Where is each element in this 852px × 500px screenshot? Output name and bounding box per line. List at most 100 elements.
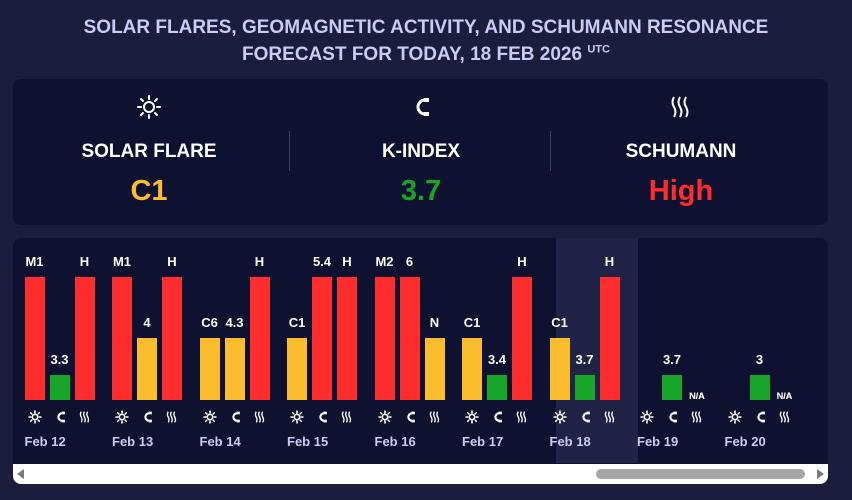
- waves-icon: [603, 410, 617, 429]
- chart-scroll-area: H M1 3.3 H Feb 12 M1 4 H Feb 13 C6 4.3 H Feb 14 C1 5.4…: [13, 238, 828, 484]
- waves-icon: [515, 410, 529, 429]
- sun-icon: [115, 410, 129, 429]
- day-label[interactable]: Feb 13: [112, 434, 154, 449]
- bar-value-label: 3: [755, 352, 764, 367]
- bar-value-label: N/A: [689, 391, 705, 401]
- bar-value-label: H: [79, 254, 90, 269]
- day-label[interactable]: Feb 18: [549, 434, 591, 449]
- waves-icon: [545, 94, 817, 122]
- title-line-2: FORECAST FOR TODAY, 18 FEB 2026 UTC: [0, 41, 852, 68]
- day-label[interactable]: Feb 14: [199, 434, 241, 449]
- summary-k-index: K-INDEX 3.7: [285, 79, 557, 225]
- chart-bar: [24, 277, 45, 400]
- waves-icon: [690, 410, 704, 429]
- bar-value-label: N/A: [689, 391, 705, 401]
- bar-value-label: H: [167, 254, 177, 269]
- day-label[interactable]: Feb 15: [287, 434, 329, 449]
- magnet-icon: [578, 410, 592, 429]
- chart-bar: [74, 277, 95, 400]
- sun-icon: [727, 410, 742, 429]
- schumann-value: High: [648, 175, 714, 207]
- chart-bar: [249, 277, 270, 400]
- schumann-label: SCHUMANN: [625, 141, 737, 162]
- bar-value-label: M1: [25, 254, 44, 269]
- horizontal-scrollbar[interactable]: [13, 464, 828, 484]
- sun-icon: [377, 410, 392, 429]
- magnet-icon: [490, 410, 504, 429]
- waves-icon: [165, 410, 179, 429]
- solar-flare-value: C1: [130, 175, 168, 207]
- bar-value-label: 3.3: [50, 352, 69, 367]
- bar-value-label: 3.7: [662, 352, 682, 367]
- solar-flare-label: SOLAR FLARE: [81, 141, 217, 162]
- bar-value-label: 5.4: [312, 254, 332, 269]
- sun-icon: [13, 94, 285, 122]
- bar-value-label: H: [254, 254, 265, 269]
- chart-bar: [549, 338, 570, 400]
- chart-bar: [49, 375, 70, 400]
- chart-bar: [337, 277, 357, 400]
- sun-icon: [552, 410, 567, 429]
- chart-bar: [137, 338, 157, 400]
- waves-icon: [428, 410, 442, 429]
- magnet-icon: [228, 410, 242, 429]
- chart-bar: [199, 338, 220, 400]
- summary-solar-flare: SOLAR FLARE C1: [13, 79, 285, 225]
- chart-bar: [312, 277, 332, 400]
- forecast-chart[interactable]: H M1 3.3 H Feb 12 M1 4 H Feb 13 C6 4.3 H Feb 14 C1 5.4…: [13, 238, 828, 484]
- day-label[interactable]: Feb 12: [24, 434, 66, 449]
- title-date: FORECAST FOR TODAY, 18 FEB 2026: [242, 44, 583, 65]
- sun-icon: [27, 410, 42, 429]
- chart-bar: [749, 375, 770, 400]
- magnet-icon: [53, 410, 67, 429]
- title-timezone: UTC: [587, 43, 610, 56]
- bar-value-label: M2: [375, 254, 394, 269]
- scrollbar-thumb[interactable]: [596, 469, 805, 479]
- bar-value-label: 6: [405, 254, 414, 269]
- bar-value-label: H: [13, 254, 15, 269]
- summary-divider: [550, 131, 551, 171]
- bar-value-label: 3.7: [575, 352, 594, 367]
- waves-icon: [340, 410, 354, 429]
- scroll-left-arrow-icon[interactable]: [17, 469, 24, 479]
- title-line-1: SOLAR FLARES, GEOMAGNETIC ACTIVITY, AND …: [83, 17, 769, 38]
- magnet-icon: [665, 410, 679, 429]
- summary-divider: [289, 131, 290, 171]
- chart-bar: [662, 375, 682, 400]
- bar-value-label: C1: [551, 315, 568, 330]
- chart-bar: [399, 277, 420, 400]
- selected-day-highlight: [556, 238, 638, 463]
- chart-bar: [287, 338, 307, 400]
- bar-value-label: H: [342, 254, 352, 269]
- chart-bar: [512, 277, 532, 400]
- k-index-label: K-INDEX: [381, 141, 461, 162]
- chart-bar: [462, 338, 482, 400]
- scroll-right-arrow-icon[interactable]: [817, 469, 824, 479]
- chart-bar: [374, 277, 395, 400]
- chart-bar: [224, 338, 245, 400]
- bar-value-label: 4.3: [225, 315, 244, 330]
- summary-schumann: SCHUMANN High: [545, 79, 817, 225]
- sun-icon: [202, 410, 217, 429]
- bar-value-label: N/A: [776, 391, 793, 401]
- chart-bar: [599, 277, 620, 400]
- waves-icon: [253, 410, 267, 429]
- bar-value-label: C1: [463, 315, 481, 330]
- magnet-icon: [753, 410, 767, 429]
- page-title: SOLAR FLARES, GEOMAGNETIC ACTIVITY, AND …: [0, 14, 852, 68]
- bar-value-label: N: [429, 315, 440, 330]
- sun-icon: [640, 410, 654, 429]
- day-label[interactable]: Feb 19: [637, 434, 679, 449]
- bar-value-label: C6: [201, 315, 218, 330]
- day-label[interactable]: Feb 20: [724, 434, 766, 449]
- waves-icon: [778, 410, 792, 429]
- chart-bar: [574, 375, 595, 400]
- day-label[interactable]: Feb 17: [462, 434, 504, 449]
- bar-value-label: M1: [112, 254, 132, 269]
- magnet-icon: [403, 410, 417, 429]
- k-index-value: 3.7: [400, 175, 442, 207]
- bar-value-label: 4: [143, 315, 151, 330]
- day-label[interactable]: Feb 16: [374, 434, 416, 449]
- chart-bar: [424, 338, 445, 400]
- bar-value-label: C1: [288, 315, 306, 330]
